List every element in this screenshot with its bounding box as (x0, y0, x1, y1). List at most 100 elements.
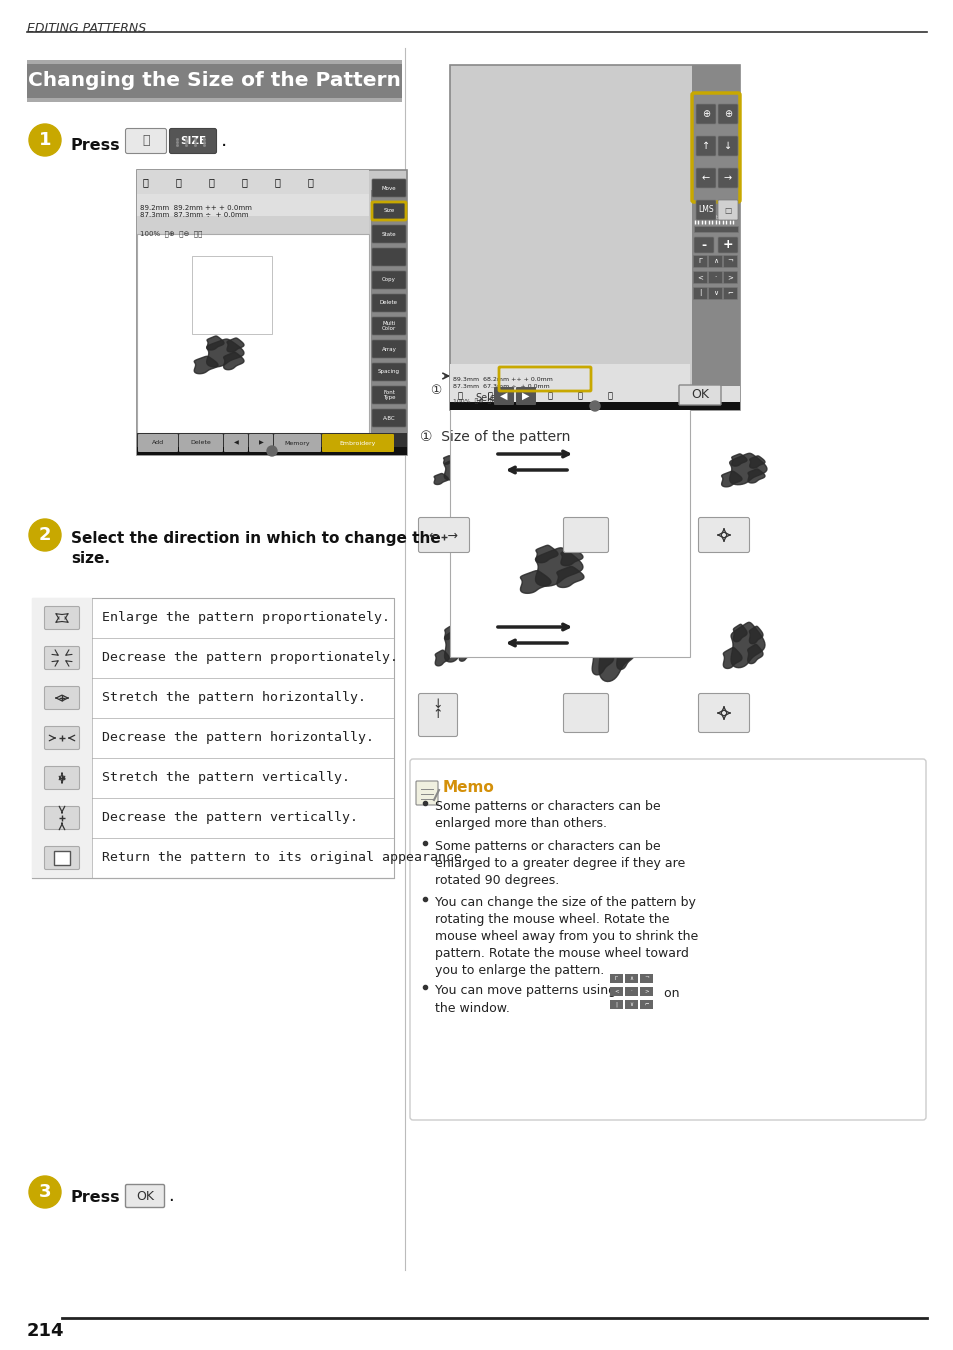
Text: 📷: 📷 (457, 392, 462, 401)
FancyBboxPatch shape (718, 238, 738, 252)
Circle shape (29, 124, 61, 157)
Text: Size: Size (383, 208, 395, 213)
Text: Γ: Γ (615, 976, 618, 980)
Polygon shape (747, 468, 764, 483)
Polygon shape (435, 651, 449, 666)
Text: 87.3mm  67.3mm ÷  + 0.0mm: 87.3mm 67.3mm ÷ + 0.0mm (453, 383, 549, 389)
Polygon shape (458, 647, 470, 662)
Text: Copy: Copy (381, 278, 395, 282)
Text: +: + (722, 239, 733, 251)
Text: 87.3mm  87.3mm ÷  + 0.0mm: 87.3mm 87.3mm ÷ + 0.0mm (140, 212, 248, 217)
Text: ▶: ▶ (521, 392, 529, 401)
FancyBboxPatch shape (563, 694, 608, 733)
Bar (691, 65, 740, 406)
FancyBboxPatch shape (372, 294, 406, 312)
FancyBboxPatch shape (249, 433, 273, 452)
Polygon shape (617, 468, 636, 483)
Text: Some patterns or characters can be
enlarged to a greater degree if they are
rota: Some patterns or characters can be enlar… (435, 840, 684, 887)
Text: 3: 3 (39, 1183, 51, 1202)
FancyBboxPatch shape (563, 517, 608, 552)
Text: ⬜: ⬜ (142, 135, 150, 147)
Text: Decrease the pattern vertically.: Decrease the pattern vertically. (102, 811, 357, 825)
Bar (450, 402, 689, 657)
Text: Font
Type: Font Type (382, 390, 395, 401)
Text: Spacing: Spacing (377, 370, 399, 374)
Text: →: → (723, 173, 731, 184)
Text: ∨: ∨ (712, 290, 718, 296)
Polygon shape (618, 455, 636, 468)
Circle shape (29, 1176, 61, 1208)
Text: Press: Press (71, 139, 120, 154)
Text: Add: Add (152, 440, 164, 446)
Text: ←  →: ← → (429, 531, 458, 544)
Polygon shape (618, 621, 634, 649)
Bar (624, 987, 638, 996)
Text: >: > (727, 274, 733, 279)
FancyBboxPatch shape (718, 200, 738, 220)
FancyBboxPatch shape (45, 726, 79, 749)
Text: Γ: Γ (698, 258, 701, 265)
Text: You can move patterns using: You can move patterns using (435, 984, 616, 998)
Bar (693, 225, 738, 232)
Polygon shape (730, 622, 764, 668)
FancyBboxPatch shape (418, 517, 469, 552)
Text: ↓: ↓ (433, 698, 443, 711)
Text: Select: Select (274, 405, 295, 410)
FancyBboxPatch shape (696, 136, 716, 157)
Text: You can change the size of the pattern by
rotating the mouse wheel. Rotate the
m: You can change the size of the pattern b… (435, 896, 698, 977)
Text: Move: Move (381, 185, 395, 190)
Polygon shape (602, 618, 618, 647)
Bar (137, 447, 407, 455)
Bar (639, 987, 652, 996)
Bar (624, 973, 638, 983)
Text: Stretch the pattern vertically.: Stretch the pattern vertically. (102, 771, 350, 784)
Text: ∧: ∧ (629, 976, 633, 980)
Text: Delete: Delete (191, 440, 212, 446)
Polygon shape (227, 338, 244, 352)
Text: Decrease the pattern horizontally.: Decrease the pattern horizontally. (102, 732, 374, 744)
Bar (137, 433, 407, 455)
Polygon shape (444, 626, 455, 640)
Circle shape (589, 401, 599, 410)
FancyBboxPatch shape (722, 255, 737, 267)
Text: |: | (699, 289, 701, 297)
Text: Changing the Size of the Pattern: Changing the Size of the Pattern (28, 72, 400, 90)
Text: ∨: ∨ (629, 1002, 633, 1007)
Bar (609, 1000, 622, 1008)
Polygon shape (598, 609, 638, 682)
Text: Press: Press (71, 1191, 120, 1206)
Bar (450, 65, 740, 410)
Text: .: . (221, 131, 227, 150)
Text: □: □ (723, 205, 731, 215)
Polygon shape (459, 471, 472, 481)
FancyBboxPatch shape (722, 271, 737, 284)
Bar (137, 234, 369, 433)
Text: ·: · (630, 988, 632, 994)
Text: 📋: 📋 (175, 177, 181, 188)
FancyBboxPatch shape (693, 271, 707, 284)
Text: ·: · (714, 274, 716, 279)
FancyBboxPatch shape (45, 647, 79, 670)
Bar (609, 987, 622, 996)
Polygon shape (590, 470, 613, 487)
Polygon shape (592, 641, 613, 675)
Text: ∧: ∧ (712, 258, 718, 265)
Text: 🔒: 🔒 (274, 177, 279, 188)
Text: 100%  🔍⊕  🔍⊖  📏📏: 100% 🔍⊕ 🔍⊖ 📏📏 (140, 230, 202, 236)
FancyBboxPatch shape (138, 433, 178, 452)
FancyBboxPatch shape (372, 317, 406, 335)
Bar (32, 639, 91, 678)
Text: Decrease the pattern proportionately.: Decrease the pattern proportionately. (102, 652, 397, 664)
Text: Enlarge the pattern proportionately.: Enlarge the pattern proportionately. (102, 612, 390, 625)
FancyBboxPatch shape (372, 248, 406, 266)
FancyBboxPatch shape (722, 288, 737, 300)
FancyBboxPatch shape (410, 759, 925, 1120)
Text: ↓: ↓ (723, 140, 731, 151)
Bar (32, 757, 91, 798)
Bar (609, 973, 622, 983)
Text: 🏠: 🏠 (607, 392, 612, 401)
Text: 89.2mm  89.2mm ++ + 0.0mm: 89.2mm 89.2mm ++ + 0.0mm (140, 205, 252, 211)
Polygon shape (434, 474, 448, 485)
Polygon shape (731, 454, 746, 466)
Text: ←: ← (701, 173, 709, 184)
